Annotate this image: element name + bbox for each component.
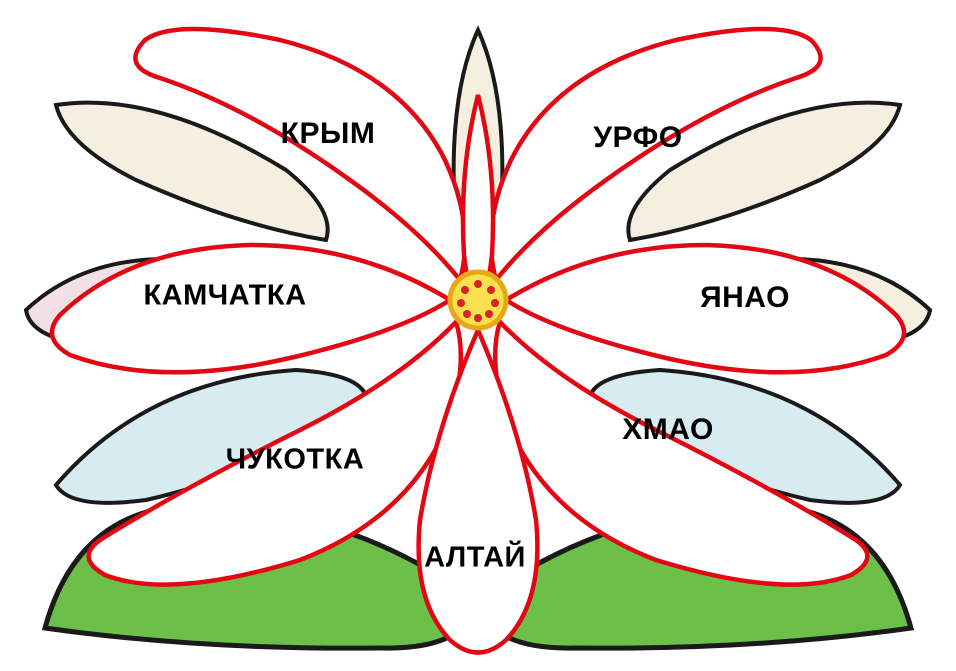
label-kamchatka: КАМЧАТКА <box>143 280 306 313</box>
flower-diagram: КРЫМ УРФО КАМЧАТКА ЯНАО ЧУКОТКА ХМАО АЛТ… <box>0 0 956 671</box>
label-altai: АЛТАЙ <box>424 542 526 575</box>
label-urfo: УРФО <box>593 121 682 155</box>
label-yanao: ЯНАО <box>700 281 790 315</box>
label-chukotka: ЧУКОТКА <box>226 444 365 477</box>
label-krym: КРЫМ <box>281 117 376 151</box>
label-khmao: ХМАО <box>622 413 714 447</box>
